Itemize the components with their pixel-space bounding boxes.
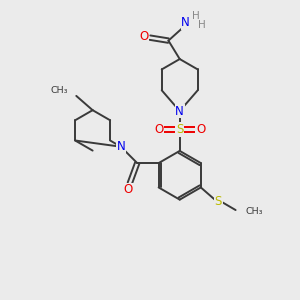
- Text: S: S: [176, 123, 183, 136]
- Text: O: O: [154, 123, 164, 136]
- Text: N: N: [175, 105, 184, 118]
- Text: O: O: [124, 183, 133, 196]
- Text: CH₃: CH₃: [245, 207, 262, 216]
- Text: S: S: [215, 195, 222, 208]
- Text: CH₃: CH₃: [50, 86, 68, 95]
- Text: N: N: [181, 16, 190, 29]
- Text: O: O: [140, 30, 149, 43]
- Text: O: O: [196, 123, 205, 136]
- Text: H: H: [192, 11, 200, 21]
- Text: N: N: [116, 140, 125, 153]
- Text: H: H: [198, 20, 206, 30]
